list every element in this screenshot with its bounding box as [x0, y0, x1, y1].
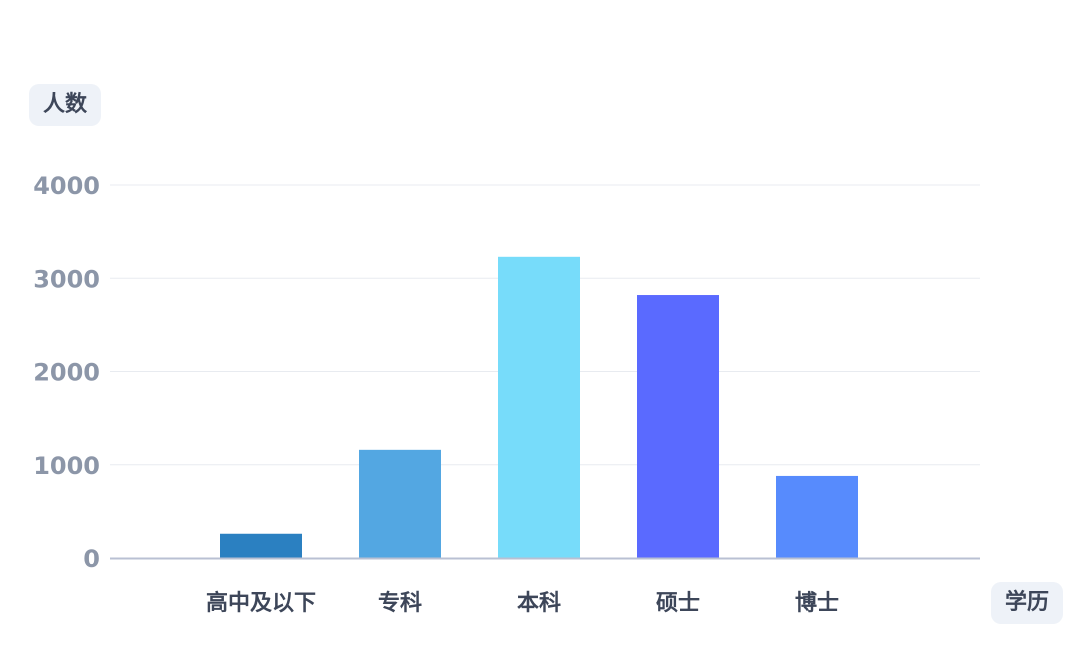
- y-axis-label: 人数: [29, 84, 102, 126]
- y-tick-label: 4000: [33, 172, 100, 200]
- x-tick-labels: 高中及以下 专科 本科 硕士 博士: [206, 590, 839, 616]
- x-tick-label: 专科: [378, 590, 422, 616]
- x-tick-label: 硕士: [656, 591, 700, 616]
- y-tick-label: 0: [83, 545, 100, 573]
- bar: [637, 295, 719, 558]
- bar: [498, 256, 580, 558]
- y-tick-label: 1000: [33, 452, 100, 480]
- x-tick-label: 博士: [795, 590, 839, 616]
- bars: [220, 256, 858, 558]
- bar: [220, 533, 302, 558]
- bar: [359, 449, 441, 558]
- x-tick-label: 高中及以下: [206, 590, 316, 616]
- x-axis-label: 学历: [991, 582, 1064, 624]
- bar: [776, 475, 858, 558]
- y-tick-label: 3000: [33, 265, 100, 293]
- y-tick-label: 2000: [33, 359, 100, 387]
- y-tick-labels: 0 1000 2000 3000 4000: [33, 172, 100, 573]
- x-tick-label: 本科: [517, 591, 561, 616]
